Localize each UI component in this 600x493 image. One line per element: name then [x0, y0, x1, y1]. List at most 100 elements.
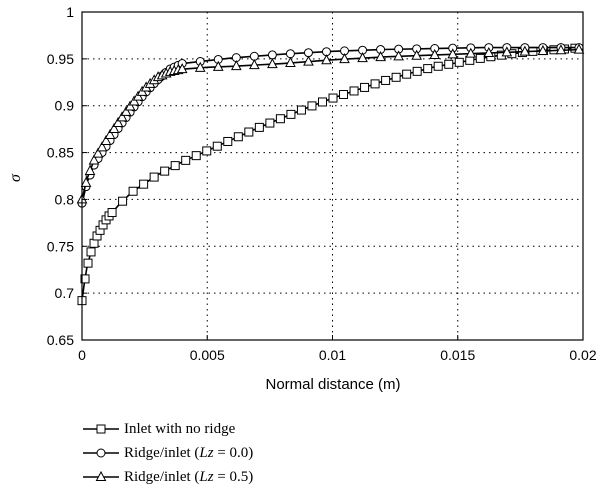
data-point — [212, 60, 224, 71]
data-point — [303, 48, 313, 58]
legend-item-no-ridge: Inlet with no ridge — [82, 420, 382, 438]
y-tick-label: 0.65 — [47, 332, 74, 348]
y-tick-label: 1 — [66, 4, 74, 20]
legend-marker — [95, 470, 107, 481]
data-point — [402, 69, 412, 79]
data-point — [80, 176, 92, 187]
data-point — [124, 100, 136, 111]
data-point — [411, 49, 422, 60]
data-point — [285, 56, 296, 67]
data-point — [339, 90, 349, 100]
data-point — [116, 111, 128, 122]
data-point — [120, 105, 132, 116]
x-tick-label: 0.005 — [190, 347, 225, 363]
data-point — [83, 258, 93, 268]
data-point — [370, 79, 380, 89]
data-point — [412, 66, 422, 76]
data-point — [447, 48, 459, 59]
x-tick-label: 0 — [78, 347, 86, 363]
circle-marker-icon — [83, 448, 119, 458]
data-point — [139, 179, 149, 189]
data-point — [89, 238, 99, 248]
data-point — [285, 49, 295, 59]
data-point — [267, 58, 278, 69]
legend-label: Ridge/inlet (Lz = 0.0) — [124, 445, 254, 461]
data-point — [349, 86, 359, 96]
data-point — [84, 164, 96, 175]
data-point — [92, 147, 104, 158]
data-point — [275, 114, 285, 124]
data-point — [212, 141, 222, 151]
x-tick-label: 0.015 — [440, 347, 475, 363]
data-point — [265, 118, 275, 128]
data-point — [433, 61, 443, 71]
data-point — [128, 95, 140, 106]
data-point — [104, 128, 116, 139]
y-tick-label: 0.7 — [55, 285, 75, 301]
data-point — [132, 90, 144, 101]
data-point — [230, 60, 242, 71]
data-point — [303, 55, 314, 66]
data-point — [423, 64, 433, 74]
triangle-marker-icon — [83, 470, 119, 481]
data-point — [429, 48, 441, 60]
data-point — [249, 59, 260, 70]
data-point — [194, 61, 206, 72]
y-tick-label: 0.95 — [47, 51, 74, 67]
series-circle — [77, 43, 584, 208]
data-point — [573, 43, 585, 54]
data-point — [339, 53, 350, 64]
data-point — [80, 274, 90, 284]
legend-marker — [96, 424, 106, 434]
data-point — [328, 93, 338, 103]
data-point — [100, 134, 112, 146]
data-point — [118, 196, 128, 206]
data-point — [96, 141, 108, 152]
x-tick-label: 0.02 — [569, 347, 596, 363]
data-point — [88, 154, 100, 165]
legend-label: Ridge/inlet (Lz = 0.5) — [124, 469, 254, 485]
data-point — [501, 46, 513, 57]
y-tick-label: 0.85 — [47, 145, 74, 161]
data-point — [391, 72, 401, 82]
data-point — [181, 155, 191, 165]
y-tick-label: 0.9 — [55, 98, 75, 114]
data-point — [321, 54, 332, 65]
data-point — [307, 101, 317, 111]
y-tick-label: 0.75 — [47, 238, 74, 254]
data-point — [317, 97, 327, 107]
data-point — [233, 132, 243, 142]
x-tick-label: 0.01 — [319, 347, 346, 363]
square-marker-icon — [83, 424, 119, 434]
data-point — [555, 44, 567, 55]
data-point — [465, 47, 477, 58]
data-point — [108, 122, 120, 133]
data-point — [519, 45, 531, 56]
series-layer — [76, 43, 585, 306]
data-point — [357, 52, 368, 63]
data-point — [381, 75, 391, 85]
data-point — [128, 186, 138, 196]
data-point — [475, 53, 485, 63]
data-point — [254, 122, 264, 132]
grid — [82, 12, 583, 340]
legend-item-lz-0: Ridge/inlet (Lz = 0.0) — [82, 444, 382, 462]
data-point — [360, 82, 370, 92]
data-point — [202, 146, 212, 156]
data-point — [170, 161, 180, 171]
data-point — [149, 172, 159, 182]
y-axis-label: σ — [7, 173, 24, 182]
legend-marker — [96, 448, 106, 458]
tick-labels: 0 0.005 0.01 0.015 0.02 0.65 0.7 0.75 0.8 0.85 0.9… — [47, 4, 597, 363]
data-point — [267, 50, 277, 60]
data-point — [176, 63, 188, 74]
series-triangle — [76, 43, 585, 204]
legend-label: Inlet with no ridge — [124, 421, 236, 437]
data-point — [160, 166, 170, 176]
data-point — [191, 151, 201, 161]
data-point — [537, 44, 549, 55]
data-point — [296, 105, 306, 115]
data-point — [483, 46, 495, 58]
data-point — [393, 50, 404, 61]
